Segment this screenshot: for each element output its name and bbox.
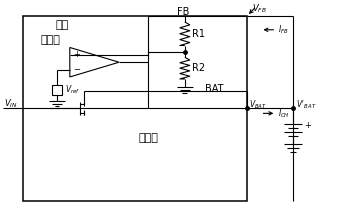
Text: R2: R2 xyxy=(192,63,205,73)
Text: −: − xyxy=(73,66,80,75)
Text: $I_{CH}$: $I_{CH}$ xyxy=(278,107,290,120)
Text: $V_{IN}$: $V_{IN}$ xyxy=(4,97,18,110)
Text: 调整管: 调整管 xyxy=(139,133,159,143)
Text: R1: R1 xyxy=(192,29,205,39)
Bar xyxy=(23,16,247,201)
Bar xyxy=(52,85,62,95)
Text: BAT: BAT xyxy=(205,84,224,94)
Text: $V'_{BAT}$: $V'_{BAT}$ xyxy=(296,98,317,111)
Text: 误差: 误差 xyxy=(55,20,69,30)
Text: $V_{ref}$: $V_{ref}$ xyxy=(65,84,80,96)
Text: $V_{BAT}$: $V_{BAT}$ xyxy=(249,98,267,111)
Text: FB: FB xyxy=(177,7,189,17)
Text: +: + xyxy=(304,121,311,130)
Text: $I_{FB}$: $I_{FB}$ xyxy=(278,24,289,36)
Text: 放大器: 放大器 xyxy=(40,35,60,45)
Text: +: + xyxy=(73,50,80,59)
Text: $V_{FB}$: $V_{FB}$ xyxy=(252,3,266,15)
